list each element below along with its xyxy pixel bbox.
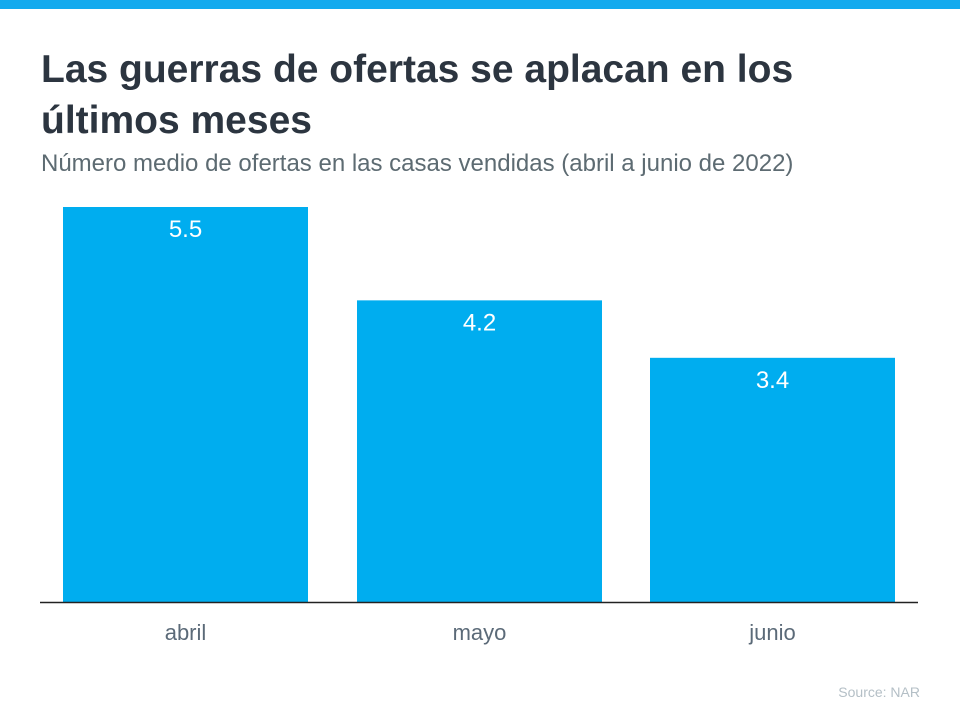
chart-subtitle: Número medio de ofertas en las casas ven…: [41, 150, 794, 177]
bar-junio: [650, 357, 895, 602]
x-tick-label: junio: [748, 620, 795, 645]
x-tick-label: abril: [165, 620, 207, 645]
data-label: 5.5: [169, 216, 202, 243]
chart-title: Las guerras de ofertas se aplacan en los…: [41, 48, 794, 142]
top-accent-bar: [0, 0, 960, 9]
x-tick-label: mayo: [453, 620, 507, 645]
data-label: 4.2: [463, 309, 496, 336]
bar-abril: [63, 207, 308, 602]
source-note: Source: NAR: [838, 684, 920, 700]
data-label: 3.4: [756, 367, 789, 394]
bar-mayo: [357, 300, 602, 602]
